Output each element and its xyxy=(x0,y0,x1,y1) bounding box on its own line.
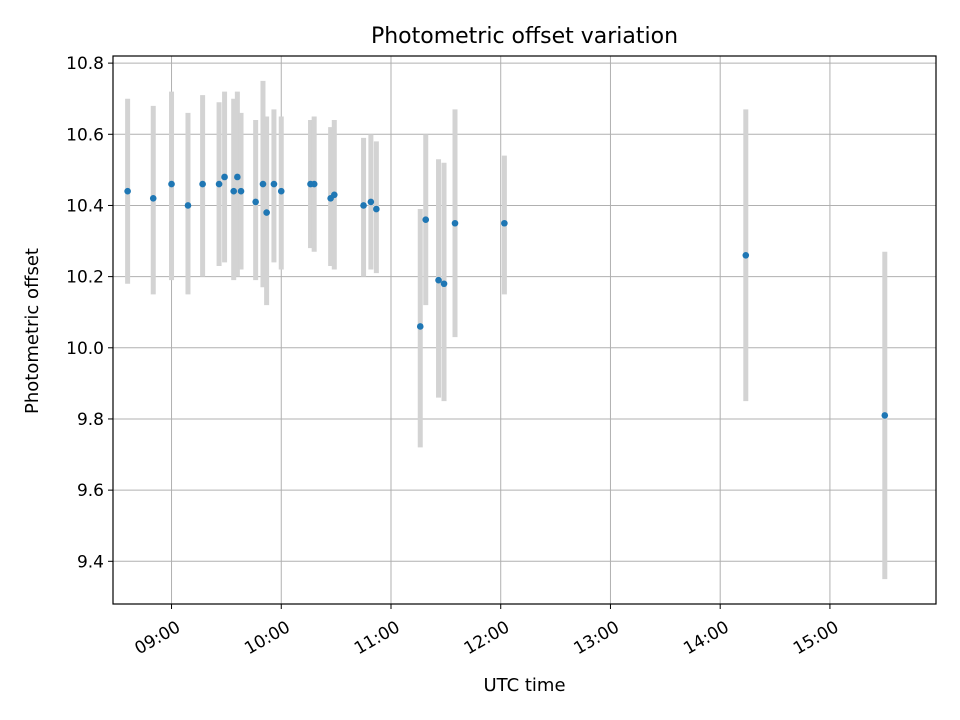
data-point xyxy=(373,205,380,213)
y-axis-label: Photometric offset xyxy=(22,248,43,414)
data-point xyxy=(310,180,318,188)
data-point xyxy=(270,180,278,188)
data-point xyxy=(440,280,448,288)
data-point xyxy=(237,187,245,195)
data-point xyxy=(263,209,270,216)
y-tick-label: 9.6 xyxy=(77,481,104,501)
y-tick-label: 10.4 xyxy=(66,196,104,216)
y-tick-label: 9.8 xyxy=(77,410,104,430)
data-point xyxy=(367,198,375,206)
data-point xyxy=(416,323,424,330)
point-layer xyxy=(124,173,889,419)
data-point xyxy=(259,180,267,188)
data-point xyxy=(422,216,430,223)
y-tick-label: 10.2 xyxy=(66,268,104,288)
data-point xyxy=(881,412,889,419)
y-tick-label: 10.6 xyxy=(66,125,104,145)
y-tick-label: 10.0 xyxy=(66,339,104,359)
plot-area-frame xyxy=(112,55,937,605)
data-point xyxy=(252,198,259,206)
data-point xyxy=(360,202,367,209)
data-point xyxy=(451,219,459,227)
y-tick-label: 9.4 xyxy=(77,552,104,572)
grid-layer xyxy=(113,56,936,604)
data-point xyxy=(184,202,192,209)
data-point xyxy=(168,180,175,188)
y-tick-label: 10.8 xyxy=(66,54,104,74)
data-point xyxy=(234,173,241,181)
data-point xyxy=(742,251,750,259)
data-point xyxy=(199,180,206,188)
data-point xyxy=(277,187,285,195)
data-point xyxy=(149,195,157,202)
x-axis-label: UTC time xyxy=(483,675,565,696)
data-point xyxy=(221,173,228,181)
data-point xyxy=(330,191,338,199)
data-point xyxy=(501,219,508,227)
data-point xyxy=(230,187,238,195)
data-point xyxy=(124,187,131,195)
chart-title: Photometric offset variation xyxy=(371,24,678,49)
data-point xyxy=(435,276,442,284)
data-point xyxy=(215,180,223,188)
